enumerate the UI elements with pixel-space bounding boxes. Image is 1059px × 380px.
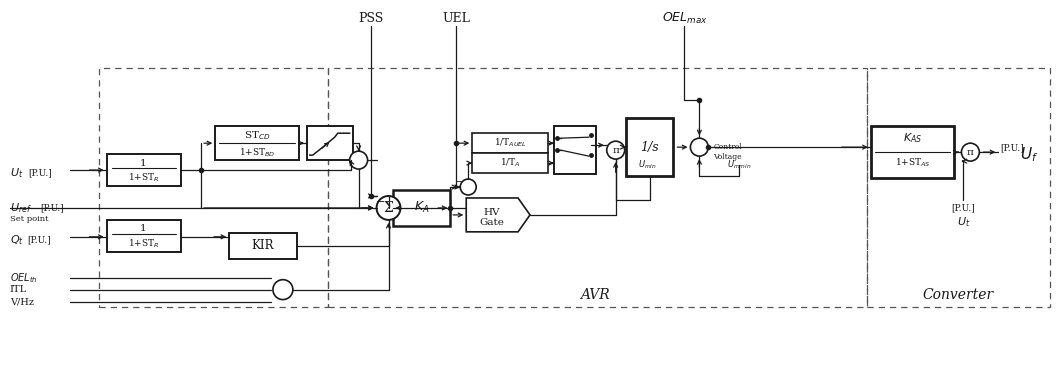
FancyBboxPatch shape bbox=[554, 126, 596, 174]
FancyBboxPatch shape bbox=[229, 233, 297, 259]
Polygon shape bbox=[466, 198, 530, 232]
Text: PSS: PSS bbox=[358, 12, 383, 25]
Text: $U_t$: $U_t$ bbox=[956, 215, 970, 229]
Text: $OEL_{max}$: $OEL_{max}$ bbox=[662, 11, 707, 26]
Circle shape bbox=[962, 143, 980, 161]
Text: 1: 1 bbox=[140, 224, 147, 233]
FancyBboxPatch shape bbox=[472, 153, 548, 173]
Circle shape bbox=[607, 141, 625, 159]
Circle shape bbox=[690, 138, 708, 156]
Text: 1+ST$_R$: 1+ST$_R$ bbox=[128, 238, 159, 250]
Text: $K_A$: $K_A$ bbox=[414, 200, 429, 215]
Text: 1/T$_{AUEL}$: 1/T$_{AUEL}$ bbox=[493, 137, 526, 149]
Text: $U_{min}$: $U_{min}$ bbox=[638, 159, 657, 171]
Circle shape bbox=[273, 280, 293, 299]
Text: 1/T$_A$: 1/T$_A$ bbox=[500, 157, 520, 169]
Text: Converter: Converter bbox=[922, 288, 994, 302]
FancyBboxPatch shape bbox=[870, 126, 954, 178]
Text: ST$_{CD}$: ST$_{CD}$ bbox=[244, 129, 270, 142]
Text: π: π bbox=[612, 146, 620, 155]
FancyBboxPatch shape bbox=[307, 126, 353, 160]
Text: KIR: KIR bbox=[252, 239, 274, 252]
Circle shape bbox=[349, 151, 367, 169]
Text: $U_{mmin}$: $U_{mmin}$ bbox=[726, 159, 752, 171]
FancyBboxPatch shape bbox=[107, 220, 181, 252]
Text: UEL: UEL bbox=[443, 12, 470, 25]
Text: HV: HV bbox=[484, 208, 501, 217]
Text: [P.U.]: [P.U.] bbox=[28, 169, 52, 177]
Text: AVR: AVR bbox=[580, 288, 610, 302]
FancyBboxPatch shape bbox=[626, 118, 674, 176]
Circle shape bbox=[461, 179, 477, 195]
Text: Σ: Σ bbox=[383, 201, 393, 215]
Text: $OEL_{th}$: $OEL_{th}$ bbox=[10, 271, 38, 285]
Text: $U_f$: $U_f$ bbox=[1020, 146, 1039, 165]
Text: [P.U.]: [P.U.] bbox=[40, 203, 64, 212]
Text: $U_{ref}$: $U_{ref}$ bbox=[10, 201, 32, 215]
FancyBboxPatch shape bbox=[393, 190, 450, 226]
Text: 1: 1 bbox=[140, 158, 147, 168]
Text: $K_{AS}$: $K_{AS}$ bbox=[903, 131, 922, 145]
Text: π: π bbox=[967, 148, 974, 157]
Text: [P.U.]: [P.U.] bbox=[952, 203, 975, 212]
Text: [P.U.]: [P.U.] bbox=[26, 235, 51, 244]
Text: Control
Voltage: Control Voltage bbox=[714, 143, 742, 161]
Text: 1+ST$_R$: 1+ST$_R$ bbox=[128, 172, 159, 184]
FancyBboxPatch shape bbox=[107, 154, 181, 186]
Text: [P.U.]: [P.U.] bbox=[1001, 144, 1024, 153]
Text: 1+ST$_{AS}$: 1+ST$_{AS}$ bbox=[895, 157, 931, 169]
Text: −: − bbox=[456, 177, 464, 187]
FancyBboxPatch shape bbox=[215, 126, 299, 160]
Circle shape bbox=[377, 196, 400, 220]
Text: −: − bbox=[376, 197, 385, 207]
FancyBboxPatch shape bbox=[472, 133, 548, 153]
Text: 1+ST$_{BD}$: 1+ST$_{BD}$ bbox=[238, 147, 275, 159]
Text: $Q_t$: $Q_t$ bbox=[10, 233, 24, 247]
Text: ITL: ITL bbox=[10, 285, 28, 294]
Text: Set point: Set point bbox=[10, 215, 49, 223]
Text: V/Hz: V/Hz bbox=[10, 297, 34, 306]
Text: Gate: Gate bbox=[480, 218, 504, 227]
Text: 1/s: 1/s bbox=[641, 141, 659, 154]
Text: $U_t$: $U_t$ bbox=[10, 166, 23, 180]
